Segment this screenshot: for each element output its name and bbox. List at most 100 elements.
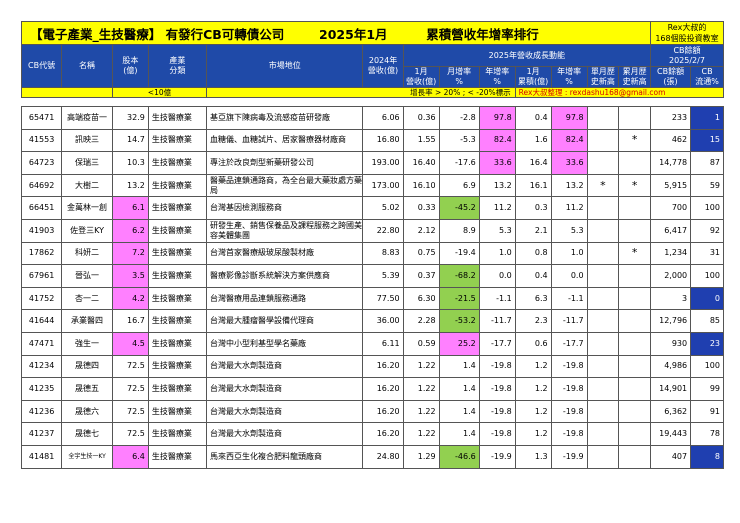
- cell-m1-cum-revenue: 1.2: [514, 377, 552, 401]
- cell-capital: 6.4: [111, 444, 149, 469]
- cell-revenue-2024: 16.20: [362, 399, 404, 424]
- cell-industry: 生技醫療業: [147, 241, 207, 266]
- cell-m1-revenue: 0.75: [402, 241, 440, 266]
- header-mom: 月增率%: [438, 66, 480, 88]
- cell-capital: 72.5: [111, 354, 149, 379]
- cell-cb-float: 31: [690, 241, 724, 266]
- cell-cb-amount: 1,234: [649, 241, 692, 266]
- cell-cb-float: 92: [690, 218, 724, 243]
- cell-revenue-2024: 6.06: [362, 106, 404, 130]
- cell-yoy: -17.7: [478, 331, 516, 356]
- cell-cb-float: 59: [690, 173, 724, 198]
- cell-revenue-2024: 6.11: [362, 331, 404, 356]
- table-row: 41903 佐登三KY 6.2 生技醫療業 研發生產、銷售保養品及課程服務之跨國美容美體…: [20, 218, 724, 243]
- cell-cum-yoy: 1.0: [550, 241, 588, 266]
- cell-m1-revenue: 2.12: [402, 218, 440, 243]
- cell-mom: -46.6: [438, 444, 480, 469]
- cell-cum-high: [618, 309, 651, 333]
- cell-cum-yoy: 13.2: [550, 173, 588, 198]
- cell-cb-amount: 930: [649, 331, 692, 356]
- cell-month-high: [586, 196, 620, 220]
- table-row: 41644 承業醫四 16.7 生技醫療業 台灣最大腫瘤醫學設備代理商 36.00 2.28…: [20, 309, 724, 333]
- cell-cum-high: [618, 286, 651, 311]
- cell-revenue-2024: 16.20: [362, 377, 404, 401]
- cell-market-position: 血糖儀、血糖試片、居家醫療器材廠商: [205, 128, 364, 153]
- cell-cb-float: 85: [690, 309, 724, 333]
- cell-cb-code: 41752: [20, 286, 63, 311]
- cell-capital: 72.5: [111, 422, 149, 446]
- cell-cb-amount: 5,915: [649, 173, 692, 198]
- cell-month-high: [586, 377, 620, 401]
- cell-cb-float: 87: [690, 151, 724, 175]
- cell-cb-code: 41235: [20, 377, 63, 401]
- cell-market-position: 台灣最大水劑製造商: [205, 354, 364, 379]
- cell-industry: 生技醫療業: [147, 331, 207, 356]
- cell-cum-yoy: 33.6: [550, 151, 588, 175]
- cell-yoy: -1.1: [478, 286, 516, 311]
- cell-m1-revenue: 6.30: [402, 286, 440, 311]
- cell-m1-cum-revenue: 0.4: [514, 264, 552, 288]
- cell-m1-revenue: 0.37: [402, 264, 440, 288]
- cell-m1-revenue: 2.28: [402, 309, 440, 333]
- cell-m1-revenue: 16.40: [402, 151, 440, 175]
- cell-cb-code: 47471: [20, 331, 63, 356]
- cell-cum-yoy: 5.3: [550, 218, 588, 243]
- cell-m1-cum-revenue: 0.4: [514, 106, 552, 130]
- cell-industry: 生技醫療業: [147, 444, 207, 469]
- cell-cum-yoy: -11.7: [550, 309, 588, 333]
- cell-cb-amount: 14,778: [649, 151, 692, 175]
- cell-cum-high: [618, 377, 651, 401]
- cb-revenue-table: 【電子產業_生技醫療】 有發行CB可轉債公司 2025年1月 累積營收年增率排行…: [20, 21, 725, 469]
- cell-industry: 生技醫療業: [147, 173, 207, 198]
- cell-market-position: 台灣醫療用品連鎖服務通路: [205, 286, 364, 311]
- cell-name: 大樹二: [61, 173, 113, 198]
- cell-industry: 生技醫療業: [147, 218, 207, 243]
- cell-cb-code: 41237: [20, 422, 63, 446]
- cell-month-high: [586, 286, 620, 311]
- cell-m1-cum-revenue: 16.4: [514, 151, 552, 175]
- cell-month-high: [586, 444, 620, 469]
- cell-cum-yoy: 11.2: [550, 196, 588, 220]
- cell-cb-code: 41553: [20, 128, 63, 153]
- cell-m1-revenue: 1.22: [402, 377, 440, 401]
- cell-cb-amount: 19,443: [649, 422, 692, 446]
- cell-mom: -68.2: [438, 264, 480, 288]
- legend-rule: 增長率 > 20% ; < -20%標示: [205, 87, 516, 98]
- header-capital: 股本 (億): [111, 44, 149, 88]
- cell-m1-cum-revenue: 2.1: [514, 218, 552, 243]
- table-row: 41481 全宇生技一KY 6.4 生技醫療業 馬來西亞生化複合肥料龍頭廠商 24.80 1…: [20, 444, 724, 469]
- cell-revenue-2024: 22.80: [362, 218, 404, 243]
- cell-industry: 生技醫療業: [147, 128, 207, 153]
- cell-capital: 6.2: [111, 218, 149, 243]
- cell-capital: 16.7: [111, 309, 149, 333]
- cell-cb-amount: 6,417: [649, 218, 692, 243]
- cell-m1-revenue: 0.33: [402, 196, 440, 220]
- cell-name: 杏一二: [61, 286, 113, 311]
- cell-industry: 生技醫療業: [147, 354, 207, 379]
- cell-mom: -17.6: [438, 151, 480, 175]
- cell-month-high: [586, 354, 620, 379]
- cell-m1-revenue: 1.22: [402, 354, 440, 379]
- cell-month-high: [586, 309, 620, 333]
- cell-mom: 1.4: [438, 399, 480, 424]
- cell-market-position: 醫藥品連鎖通路商，為全台最大藥妝處方藥局: [205, 173, 364, 198]
- cell-revenue-2024: 24.80: [362, 444, 404, 469]
- header-cum-yoy: 年增率%: [550, 66, 588, 88]
- cell-cb-code: 67961: [20, 264, 63, 288]
- table-row: 47471 強生一 4.5 生技醫療業 台灣中小型利基型學名藥廠 6.11 0.59 25.2…: [20, 331, 724, 356]
- cell-market-position: 台灣最大腫瘤醫學設備代理商: [205, 309, 364, 333]
- cell-cum-high: [618, 422, 651, 446]
- cell-yoy: 1.0: [478, 241, 516, 266]
- cell-cum-high: [618, 399, 651, 424]
- cell-m1-revenue: 0.59: [402, 331, 440, 356]
- cell-capital: 7.2: [111, 241, 149, 266]
- cell-mom: 1.4: [438, 354, 480, 379]
- cell-yoy: -19.8: [478, 399, 516, 424]
- cell-name: 金萬林一創: [61, 196, 113, 220]
- cell-market-position: 醫療影像診斷系統解決方案供應商: [205, 264, 364, 288]
- cell-cb-float: 15: [690, 128, 724, 153]
- sheet-title: 【電子產業_生技醫療】 有發行CB可轉債公司 2025年1月 累積營收年增率排行: [21, 21, 651, 45]
- cell-market-position: 台灣最大水劑製造商: [205, 377, 364, 401]
- cell-name: 全宇生技一KY: [61, 444, 113, 469]
- spacer-row: [21, 97, 724, 107]
